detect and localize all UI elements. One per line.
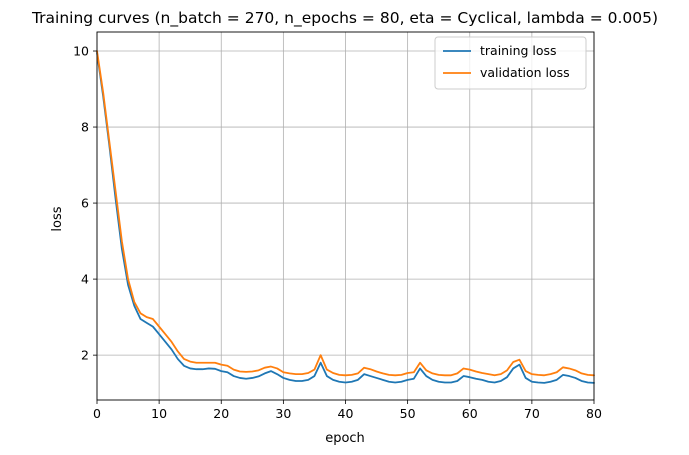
x-tick-label: 40 — [338, 406, 354, 421]
x-axis-label: epoch — [325, 431, 365, 446]
y-tick-label: 2 — [81, 348, 89, 363]
y-tick-label: 6 — [81, 196, 89, 211]
series-layer — [96, 50, 595, 384]
x-tick-label: 50 — [400, 406, 416, 421]
x-tick-label: 70 — [524, 406, 540, 421]
y-axis-label: loss — [50, 206, 65, 231]
x-tick-label: 80 — [586, 406, 602, 421]
x-tick-label: 20 — [213, 406, 229, 421]
y-tick-label: 10 — [73, 44, 89, 59]
x-tick-label: 30 — [275, 406, 291, 421]
series-line-training-loss — [96, 52, 595, 384]
x-tick-label: 10 — [151, 406, 167, 421]
y-tick-label: 4 — [81, 272, 89, 287]
y-tick-label: 8 — [81, 120, 89, 135]
legend-box — [434, 36, 587, 90]
ticks: 0 10 20 30 40 50 60 70 80 2 4 6 8 10 — [73, 44, 602, 421]
legend: training loss validation loss — [434, 36, 587, 90]
x-tick-label: 60 — [462, 406, 478, 421]
series-line-validation-loss — [96, 50, 595, 377]
legend-label-training-loss: training loss — [480, 43, 557, 58]
chart-title: Training curves (n_batch = 270, n_epochs… — [31, 9, 658, 28]
x-tick-label: 0 — [93, 406, 101, 421]
legend-label-validation-loss: validation loss — [480, 65, 570, 80]
